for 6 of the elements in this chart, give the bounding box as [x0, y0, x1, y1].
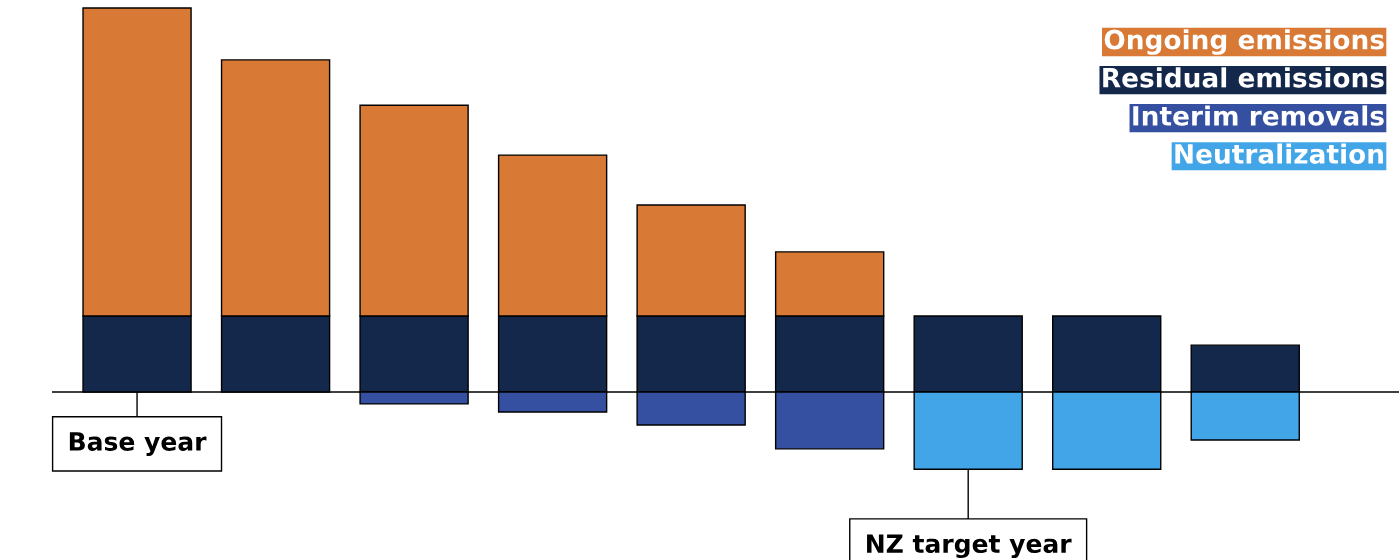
text: Interim removals	[1133, 105, 1384, 126]
annotation: Base year	[69, 432, 207, 456]
text: NZ target year	[867, 534, 1072, 559]
text: Ongoing emissions	[1104, 29, 1384, 55]
text: Residual emissions	[1103, 67, 1384, 88]
text: Neutralization	[1175, 143, 1383, 164]
